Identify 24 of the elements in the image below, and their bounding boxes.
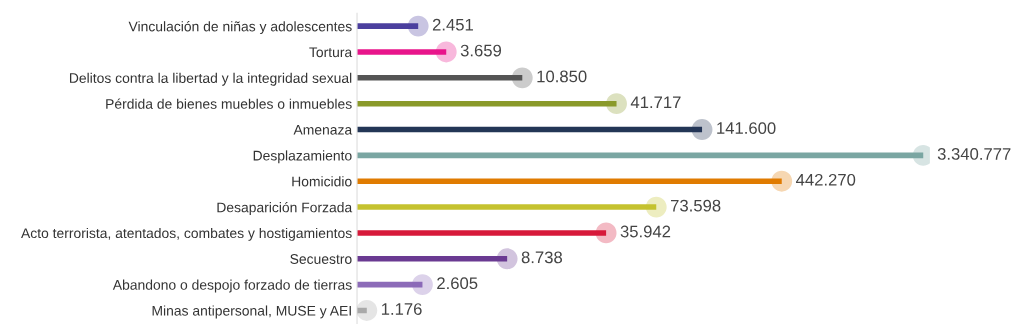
- data-label: 73.598: [671, 199, 721, 212]
- y-tick-label: Abandono o despojo forzado de tierras: [112, 279, 352, 293]
- data-label: 442.270: [796, 173, 856, 186]
- data-label: 2.451: [432, 18, 473, 31]
- y-tick-label: Secuestro: [290, 254, 352, 264]
- data-label: 3.659: [460, 44, 502, 57]
- data-label: 41.717: [630, 96, 681, 108]
- y-tick-label: Desplazamiento: [253, 150, 352, 164]
- data-label: 35.942: [620, 225, 671, 238]
- y-tick-label: Desaparición Forzada: [217, 201, 353, 216]
- y-tick-label: Amenaza: [293, 125, 353, 135]
- data-label: 8.738: [521, 251, 563, 264]
- y-tick-label: Homicidio: [292, 176, 352, 187]
- y-tick-label: Tortura: [309, 47, 353, 58]
- y-tick-label: Delitos contra la libertad y la integridad sexual: [69, 72, 352, 86]
- data-label: 141.600: [717, 122, 776, 134]
- y-tick-label: Minas antipersonal, MUSE y AEI: [152, 305, 351, 319]
- data-label: 2.605: [437, 277, 478, 290]
- y-tick-label: Acto terrorista, atentados, combates y hostigamientos: [21, 227, 352, 241]
- y-tick-label: Vinculación de niñas y adolescentes: [128, 21, 352, 35]
- data-label: 3.340.777: [937, 148, 1011, 160]
- data-label: 1.176: [381, 303, 422, 315]
- y-tick-label: Pérdida de bienes muebles o inmuebles: [106, 98, 352, 109]
- data-label: 10.850: [537, 70, 587, 83]
